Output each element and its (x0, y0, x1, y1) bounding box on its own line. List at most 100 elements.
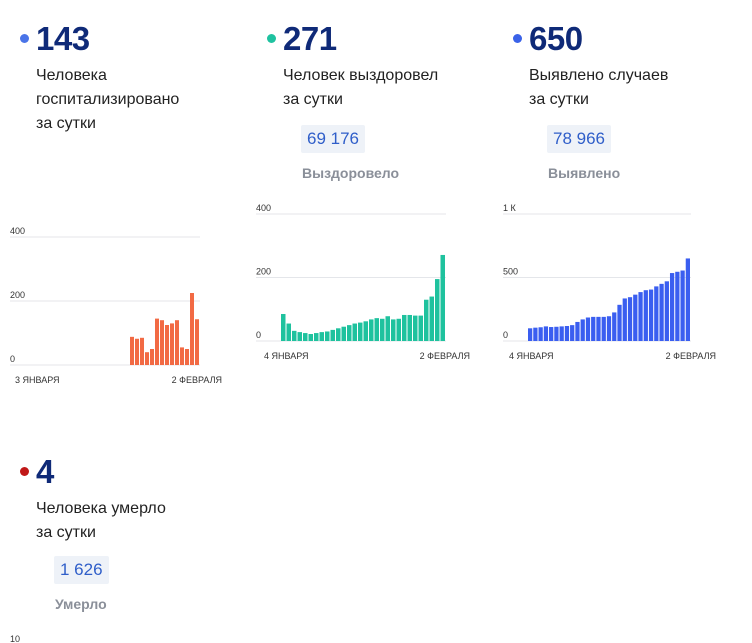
chart-bar (402, 314, 407, 341)
description-line: Человека (36, 67, 107, 84)
chart-bar (528, 328, 533, 341)
description-line: госпитализировано (36, 91, 180, 108)
cases-description: Выявлено случаев за сутки (529, 64, 668, 112)
chart-bar (606, 316, 612, 341)
status-dot-icon (20, 466, 29, 476)
chart-bar (358, 322, 363, 341)
chart-bar (135, 338, 139, 365)
chart-bar (554, 326, 559, 341)
status-dot-icon (20, 33, 29, 43)
chart-bar (413, 315, 418, 341)
chart-bar (601, 316, 606, 341)
deaths-value: 4 (36, 452, 54, 490)
chart-bar (303, 333, 308, 341)
chart-bar (685, 258, 690, 341)
chart-bar (564, 326, 570, 341)
y-tick-label: 0 (10, 354, 15, 364)
recovered-value: 271 (283, 19, 337, 57)
y-tick-label: 500 (503, 267, 518, 277)
chart-bar (391, 319, 396, 341)
chart-bar (549, 327, 554, 341)
x-tick-label: 2 ФЕВРАЛЯ (172, 375, 222, 385)
chart-bar (675, 271, 680, 341)
cases-card: 650 Выявлено случаев за сутки (513, 18, 668, 112)
chart-bar (575, 321, 580, 341)
chart-bar (180, 347, 184, 365)
deaths-description: Человека умерло за сутки (36, 497, 166, 545)
chart-bar (617, 304, 622, 341)
hospitalized-card: 143 Человека госпитализировано за сутки (20, 18, 179, 136)
x-tick-label: 4 ЯНВАРЯ (264, 351, 309, 361)
description-line: Человек выздоровел (283, 67, 439, 84)
chart-bar (612, 312, 617, 341)
chart-bar (633, 294, 638, 341)
chart-bar (533, 327, 538, 341)
chart-bar (654, 286, 659, 341)
chart-bar (369, 319, 374, 341)
chart-bar (385, 316, 390, 341)
x-tick-label: 4 ЯНВАРЯ (509, 351, 554, 361)
description-line: Выявлено случаев (529, 67, 669, 84)
chart-bar (669, 273, 675, 341)
chart-bar (286, 323, 291, 341)
chart-bar (145, 352, 149, 365)
chart-bar (622, 298, 627, 341)
status-dot-icon (267, 33, 276, 43)
chart-bar (155, 318, 159, 365)
chart-bar (643, 290, 648, 341)
chart-bar (352, 323, 357, 341)
chart-bar (165, 325, 169, 365)
chart-bar (341, 326, 346, 341)
chart-bar (435, 279, 440, 341)
description-line: за сутки (36, 524, 96, 541)
chart-bar (297, 332, 302, 341)
hospitalized-chart: 0 200 400 3 ЯНВАРЯ 2 ФЕВРАЛЯ (10, 226, 222, 385)
y-tick-label: 200 (10, 290, 25, 300)
chart-bar (429, 296, 434, 341)
chart-bar (424, 299, 429, 341)
chart-bar (596, 316, 601, 341)
chart-bar (190, 293, 194, 365)
chart-bar (363, 321, 368, 341)
y-tick-label: 200 (256, 267, 271, 277)
chart-bar (195, 319, 199, 365)
chart-bar (570, 325, 575, 342)
chart-bar (659, 283, 664, 341)
y-tick-label: 0 (503, 330, 508, 340)
x-tick-label: 2 ФЕВРАЛЯ (420, 351, 470, 361)
chart-bar (559, 326, 564, 341)
chart-bar (319, 332, 324, 341)
chart-bar (140, 337, 144, 365)
recovered-description: Человек выздоровел за сутки (283, 64, 438, 112)
y-tick-label: 400 (10, 226, 25, 236)
y-tick-label: 1 К (503, 203, 517, 213)
description-line: Человека умерло (36, 500, 166, 517)
chart-bar (150, 349, 154, 365)
chart-bar (281, 314, 286, 341)
chart-bar (175, 320, 179, 365)
chart-bar (543, 326, 549, 341)
chart-bar (292, 330, 297, 341)
chart-bar (314, 333, 319, 341)
chart-bar (130, 336, 134, 365)
description-line: за сутки (36, 115, 96, 132)
x-tick-label: 3 ЯНВАРЯ (15, 375, 60, 385)
chart-bar (396, 318, 401, 341)
chart-bar (418, 315, 423, 341)
cases-total-label: Выявлено (548, 165, 621, 181)
chart-bar (638, 292, 643, 341)
y-tick-label: 400 (256, 203, 271, 213)
cases-value: 650 (529, 19, 583, 57)
chart-bar (648, 289, 654, 341)
status-dot-icon (513, 33, 522, 43)
next-chart-tick: 10 (10, 634, 21, 643)
chart-bar (374, 318, 379, 341)
chart-bar (664, 281, 669, 341)
description-line: за сутки (283, 91, 343, 108)
chart-bar (185, 349, 189, 365)
x-tick-label: 2 ФЕВРАЛЯ (666, 351, 716, 361)
hospitalized-description: Человека госпитализировано за сутки (36, 64, 179, 136)
deaths-total: 1 626 (54, 556, 109, 584)
recovered-total: 69 176 (301, 125, 365, 153)
chart-bar (591, 316, 596, 341)
